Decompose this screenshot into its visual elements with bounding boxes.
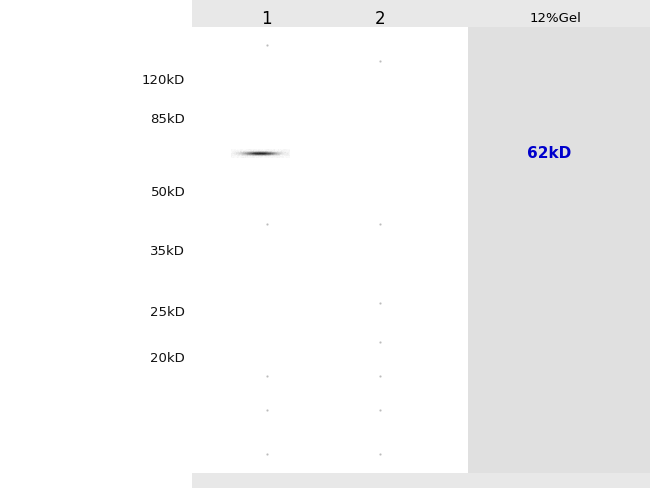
Bar	[468, 27, 650, 473]
Text: 85kD: 85kD	[151, 113, 185, 126]
Text: 25kD: 25kD	[150, 306, 185, 319]
Text: 62kD: 62kD	[527, 146, 571, 161]
Text: 35kD: 35kD	[150, 245, 185, 258]
Text: 20kD: 20kD	[151, 352, 185, 365]
Text: 1: 1	[261, 10, 272, 27]
Text: 2: 2	[375, 10, 385, 27]
Text: 120kD: 120kD	[142, 74, 185, 87]
Text: 50kD: 50kD	[151, 186, 185, 199]
Bar	[192, 27, 468, 473]
Text: 12%Gel: 12%Gel	[530, 12, 582, 25]
Bar	[192, 0, 650, 488]
